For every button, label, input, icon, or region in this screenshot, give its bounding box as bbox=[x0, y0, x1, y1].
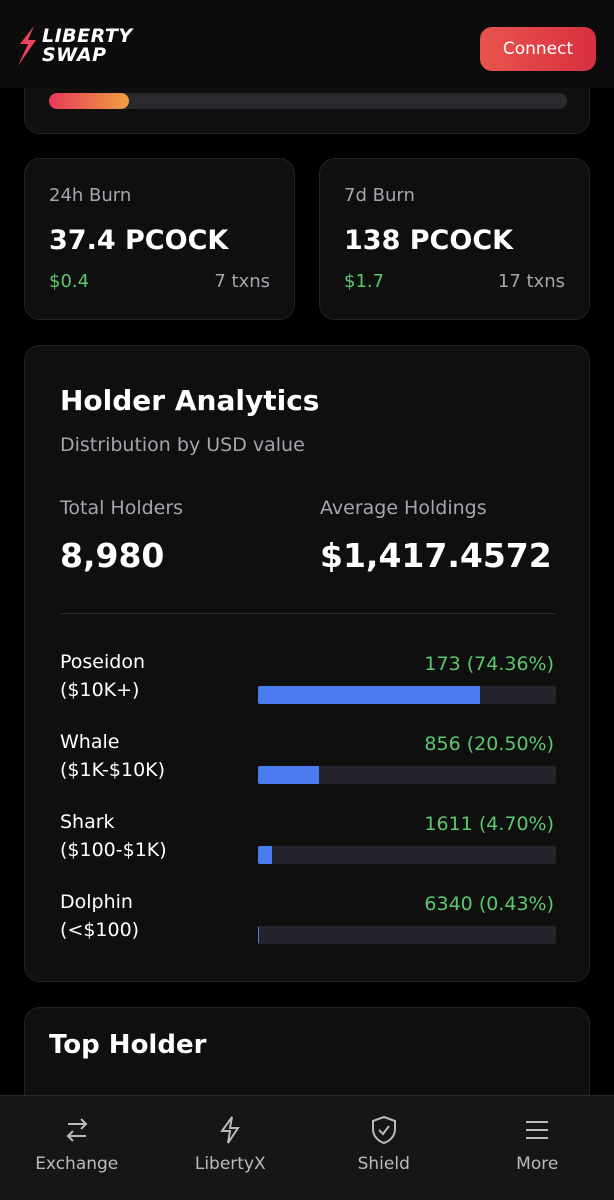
tier-count: 173 (74.36%) bbox=[424, 653, 554, 675]
tier-track bbox=[258, 846, 556, 864]
stat-value: $1,417.4572 bbox=[320, 536, 552, 575]
tier-range: ($100-$1K) bbox=[60, 839, 167, 861]
tier-bar bbox=[258, 926, 260, 944]
burn-title: 7d Burn bbox=[344, 185, 415, 206]
tier-bar bbox=[258, 686, 480, 704]
holder-analytics-card: Holder Analytics Distribution by USD val… bbox=[24, 345, 590, 982]
tier-name: Shark bbox=[60, 811, 115, 833]
tier-track bbox=[258, 686, 556, 704]
stat-label: Average Holdings bbox=[320, 497, 487, 519]
tier-name: Dolphin bbox=[60, 891, 133, 913]
nav-item[interactable]: LibertyX bbox=[154, 1096, 308, 1200]
nav-label: More bbox=[516, 1154, 559, 1174]
connect-button[interactable]: Connect bbox=[480, 27, 596, 71]
stat-value: 8,980 bbox=[60, 536, 165, 575]
tier-track bbox=[258, 926, 556, 944]
tier-range: ($10K+) bbox=[60, 679, 140, 701]
tier-count: 856 (20.50%) bbox=[424, 733, 554, 755]
stat-label: Total Holders bbox=[60, 497, 184, 519]
icon bbox=[371, 1115, 396, 1145]
section-subtitle: Distribution by USD value bbox=[60, 434, 305, 456]
tier-name: Whale bbox=[60, 731, 120, 753]
burn-txns: 7 txns bbox=[214, 271, 270, 292]
burn-usd: $1.7 bbox=[344, 271, 385, 292]
icon bbox=[66, 1118, 88, 1142]
logo-icon bbox=[18, 26, 36, 66]
logo-top: LIBERTY bbox=[42, 25, 133, 47]
section-title: Holder Analytics bbox=[60, 384, 320, 417]
icon bbox=[526, 1121, 549, 1139]
logo[interactable]: LIBERTY SWAP bbox=[16, 24, 133, 68]
nav-item[interactable]: Exchange bbox=[0, 1096, 154, 1200]
burn-title: 24h Burn bbox=[49, 185, 132, 206]
burn-card: 24h Burn 37.4 PCOCK $0.4 7 txns bbox=[24, 158, 295, 320]
nav-label: Shield bbox=[357, 1154, 410, 1174]
logo-words: LIBERTY SWAP bbox=[42, 27, 133, 65]
burn-amount: 138 PCOCK bbox=[344, 225, 514, 256]
nav-item[interactable]: Shield bbox=[307, 1096, 461, 1200]
progress-fill bbox=[49, 93, 129, 109]
tier-name: Poseidon bbox=[60, 651, 145, 673]
nav-icon bbox=[62, 1114, 92, 1146]
tier-range: ($1K-$10K) bbox=[60, 759, 166, 781]
nav-icon bbox=[369, 1114, 399, 1146]
progress-track bbox=[49, 93, 567, 109]
burn-usd: $0.4 bbox=[49, 271, 90, 292]
tier-bar bbox=[258, 766, 320, 784]
burn-card: 7d Burn 138 PCOCK $1.7 17 txns bbox=[319, 158, 590, 320]
tier-track bbox=[258, 766, 556, 784]
header: LIBERTY SWAP Connect bbox=[0, 0, 614, 88]
bottom-nav: Exchange LibertyX Shield More bbox=[0, 1095, 614, 1200]
icon bbox=[220, 1116, 241, 1144]
logo-bottom: SWAP bbox=[42, 44, 107, 66]
nav-icon bbox=[215, 1114, 245, 1146]
tier-count: 6340 (0.43%) bbox=[424, 893, 554, 915]
tier-count: 1611 (4.70%) bbox=[424, 813, 554, 835]
nav-label: LibertyX bbox=[194, 1154, 266, 1174]
nav-icon bbox=[522, 1114, 552, 1146]
nav-label: Exchange bbox=[35, 1154, 119, 1174]
burn-amount: 37.4 PCOCK bbox=[49, 225, 229, 256]
section-title: Top Holder bbox=[49, 1030, 207, 1060]
nav-item[interactable]: More bbox=[461, 1096, 614, 1200]
tier-range: (<$100) bbox=[60, 919, 140, 941]
divider bbox=[60, 613, 556, 614]
burn-txns: 17 txns bbox=[497, 271, 565, 292]
tier-bar bbox=[258, 846, 272, 864]
